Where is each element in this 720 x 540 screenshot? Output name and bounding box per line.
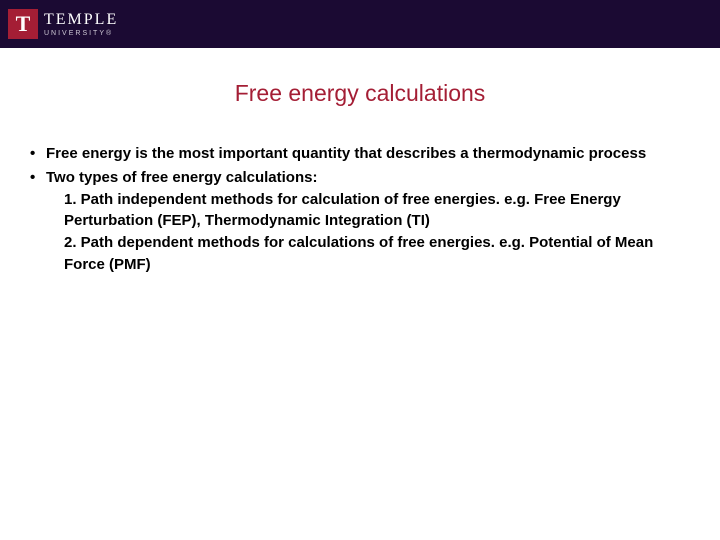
bullet-text: Free energy is the most important quanti… xyxy=(46,145,646,162)
header-bar: T TEMPLE UNIVERSITY® xyxy=(0,0,720,48)
bullet-subline: 1. Path independent methods for calculat… xyxy=(46,189,692,233)
slide: T TEMPLE UNIVERSITY® Free energy calcula… xyxy=(0,0,720,540)
title-row: Free energy calculations xyxy=(0,80,720,107)
logo-mark-icon: T xyxy=(8,9,38,39)
bullet-item: Free energy is the most important quanti… xyxy=(28,143,692,165)
university-logo: T TEMPLE UNIVERSITY® xyxy=(8,9,118,39)
slide-title: Free energy calculations xyxy=(0,80,720,107)
bullet-subline: 2. Path dependent methods for calculatio… xyxy=(46,232,692,276)
logo-text: TEMPLE UNIVERSITY® xyxy=(44,12,118,37)
logo-main-text: TEMPLE xyxy=(44,12,118,28)
content-area: Free energy is the most important quanti… xyxy=(0,143,720,276)
bullet-text: Two types of free energy calculations: xyxy=(46,169,317,186)
logo-sub-text: UNIVERSITY® xyxy=(44,30,118,37)
bullet-item: Two types of free energy calculations: 1… xyxy=(28,167,692,276)
bullet-list: Free energy is the most important quanti… xyxy=(28,143,692,276)
